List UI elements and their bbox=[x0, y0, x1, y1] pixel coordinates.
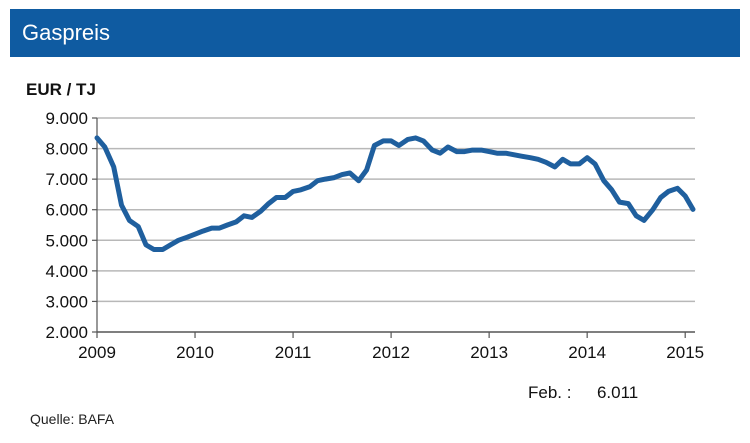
series-line bbox=[94, 135, 696, 252]
y-tick-label: 8.000 bbox=[45, 140, 88, 159]
source-note: Quelle: BAFA bbox=[30, 411, 115, 427]
chart-title: Gaspreis bbox=[22, 20, 111, 45]
latest-value-label: Feb. : bbox=[528, 383, 572, 402]
title-bar: Gaspreis bbox=[10, 9, 740, 57]
x-tick-label: 2009 bbox=[78, 343, 116, 362]
latest-value-readout: Feb. : 6.011 bbox=[528, 383, 638, 403]
y-axis-label: EUR / TJ bbox=[26, 80, 96, 99]
y-tick-label: 6.000 bbox=[45, 201, 88, 220]
x-tick-label: 2014 bbox=[568, 343, 606, 362]
y-tick-label: 4.000 bbox=[45, 262, 88, 281]
y-tick-label: 3.000 bbox=[45, 292, 88, 311]
x-tick-label: 2015 bbox=[666, 343, 704, 362]
y-tick-label: 5.000 bbox=[45, 231, 88, 250]
x-tick-label: 2010 bbox=[176, 343, 214, 362]
x-tick-label: 2011 bbox=[275, 343, 312, 362]
y-tick-label: 7.000 bbox=[45, 170, 88, 189]
y-tick-label: 9.000 bbox=[45, 109, 88, 128]
x-tick-label: 2013 bbox=[470, 343, 508, 362]
x-tick-label: 2012 bbox=[372, 343, 410, 362]
y-tick-label: 2.000 bbox=[45, 323, 88, 342]
latest-value: 6.011 bbox=[596, 383, 639, 402]
